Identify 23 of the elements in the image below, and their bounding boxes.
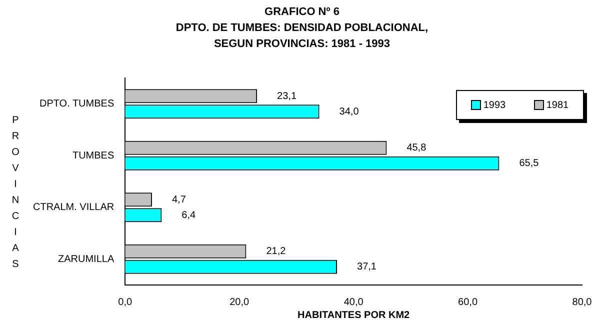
y-tick-label: ZARUMILLA — [58, 254, 114, 265]
x-tick-label: 20,0 — [230, 296, 250, 308]
x-tick-label: 60,0 — [458, 296, 478, 308]
y-tick-label: CTRALM. VILLAR — [32, 202, 114, 214]
y-axis-title: PROVINCIAS — [10, 115, 21, 275]
data-label: 45,8 — [406, 142, 427, 154]
x-tick-label: 0,0 — [118, 296, 133, 308]
data-label: 4,7 — [172, 194, 186, 206]
legend-label: 1981 — [545, 100, 569, 110]
data-label: 6,4 — [182, 210, 196, 221]
x-tick-label: 40,0 — [344, 296, 364, 308]
x-tick-label: 80,0 — [572, 296, 592, 308]
y-tick-label: DPTO. TUMBES — [39, 98, 114, 110]
y-tick-label: TUMBES — [72, 150, 114, 162]
legend-label: 1993 — [482, 100, 506, 110]
data-label: 37,1 — [357, 262, 377, 273]
data-label: 65,5 — [519, 158, 540, 170]
x-axis-title: HABITANTES POR KM2 — [298, 310, 410, 321]
chart-title: GRAFICO Nº 6 — [264, 5, 340, 20]
data-label: 23,1 — [277, 90, 297, 102]
data-label: 21,2 — [266, 246, 286, 258]
chart-subtitle: DPTO. DE TUMBES: DENSIDAD POBLACIONAL, SEGUN PROVINCIAS: 1981 - 1993 — [174, 21, 430, 52]
data-label: 34,0 — [339, 106, 360, 118]
